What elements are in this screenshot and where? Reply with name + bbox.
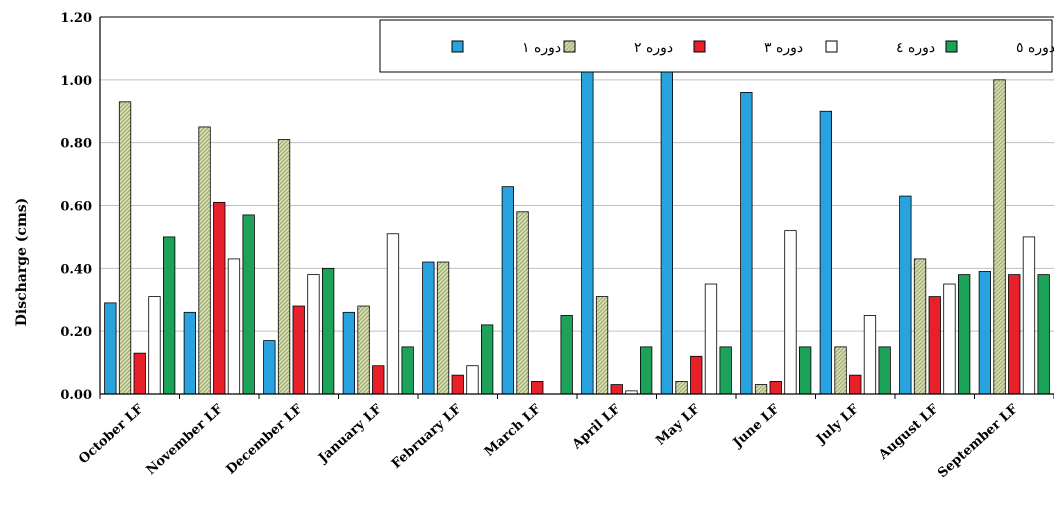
bar-series-3-cat-7 (610, 384, 623, 395)
legend-box (379, 19, 1053, 73)
bar-series-2-cat-3 (277, 139, 291, 395)
bar-series-5-cat-10 (878, 346, 891, 395)
bar-series-3-cat-11 (928, 296, 941, 395)
bar-series-3-cat-2 (213, 201, 226, 395)
x-category-label: January LF (315, 401, 385, 466)
legend-swatch-4 (825, 40, 838, 53)
legend-label-4: دوره ٤ (896, 40, 935, 56)
bar-series-1-cat-4 (342, 311, 356, 395)
bar-series-3-cat-8 (690, 355, 703, 395)
x-category-label: July LF (813, 401, 862, 447)
bar-series-2-cat-6 (516, 211, 529, 395)
bar-series-4-cat-12 (1022, 236, 1036, 395)
bar-series-4-cat-8 (704, 283, 718, 395)
x-category-label: August LF (875, 401, 942, 463)
bar-series-2-cat-2 (198, 126, 211, 395)
bar-series-3-cat-12 (1008, 274, 1021, 395)
y-tick-label: 0.20 (60, 325, 92, 340)
gridlines (100, 79, 1054, 332)
bar-series-1-cat-8 (660, 66, 673, 395)
x-category-label: April LF (569, 401, 624, 453)
x-category-label: March LF (482, 401, 545, 459)
x-category-label: February LF (389, 401, 465, 471)
bar-series-4-cat-11 (943, 283, 956, 395)
bar-series-4-cat-2 (227, 258, 241, 395)
bar-series-1-cat-5 (422, 261, 435, 395)
bar-series-4-cat-9 (784, 230, 797, 395)
x-category-label: November LF (144, 401, 227, 478)
bar-series-2-cat-8 (675, 381, 688, 395)
bar-series-5-cat-6 (560, 315, 573, 395)
bar-series-3-cat-3 (292, 305, 305, 395)
bar-series-2-cat-5 (436, 261, 450, 395)
y-tick-label: 1.00 (60, 74, 92, 89)
x-category-label: May LF (653, 401, 703, 448)
bar-series-1-cat-2 (183, 311, 197, 395)
bars (104, 66, 1050, 395)
bar-series-3-cat-5 (451, 374, 464, 395)
x-category-label: October LF (76, 401, 147, 467)
x-category-label: June LF (730, 401, 783, 451)
bar-series-2-cat-12 (993, 79, 1006, 395)
bar-series-2-cat-1 (118, 101, 132, 395)
y-tick-label: 0.00 (60, 388, 92, 403)
x-category-label: December LF (224, 401, 306, 477)
y-tick-label: 0.60 (60, 200, 92, 215)
bar-series-5-cat-2 (242, 214, 255, 395)
bar-series-1-cat-9 (740, 92, 753, 395)
bar-series-2-cat-4 (357, 305, 370, 395)
bar-series-4-cat-5 (466, 365, 479, 395)
bar-series-1-cat-1 (104, 302, 117, 395)
y-axis-title: Discharge (cms) (14, 198, 30, 327)
bar-series-2-cat-7 (595, 296, 609, 395)
bar-series-4-cat-4 (386, 233, 400, 395)
y-tick-label: 0.80 (60, 137, 92, 152)
bar-series-5-cat-4 (401, 346, 414, 395)
legend-swatch-5 (945, 40, 958, 53)
legend-swatch-1 (451, 40, 464, 53)
bar-series-3-cat-4 (372, 365, 385, 395)
bar-series-1-cat-10 (819, 110, 832, 395)
bar-series-5-cat-8 (719, 346, 732, 395)
bar-series-3-cat-1 (133, 352, 146, 395)
legend-swatch-2 (563, 40, 576, 53)
bar-series-1-cat-7 (581, 70, 594, 395)
bar-series-5-cat-5 (480, 324, 494, 395)
x-category-label: September LF (935, 401, 1021, 481)
bar-series-1-cat-6 (501, 186, 515, 395)
y-tick-labels: 0.00 0.20 0.40 0.60 0.80 1.00 1.20 (60, 11, 92, 403)
bar-series-5-cat-3 (321, 267, 335, 395)
bar-series-1-cat-12 (978, 271, 991, 395)
bar-series-3-cat-10 (849, 374, 862, 395)
bar-series-4-cat-1 (148, 296, 161, 395)
legend-label-5: دوره ٥ (1016, 40, 1054, 56)
bar-series-2-cat-9 (754, 384, 768, 395)
bar-series-5-cat-7 (640, 346, 653, 395)
legend-label-3: دوره ۳ (764, 40, 803, 56)
bar-series-4-cat-10 (863, 315, 877, 395)
legend: دوره ۱ دوره ۲ دوره ۳ دوره ٤ دوره ٥ (379, 19, 1054, 73)
y-tick-label: 0.40 (60, 262, 92, 277)
bar-series-5-cat-1 (162, 236, 176, 395)
legend-swatch-3 (693, 40, 706, 53)
bar-series-4-cat-3 (307, 274, 320, 395)
bar-series-5-cat-9 (799, 346, 812, 395)
axes (99, 16, 1054, 399)
bar-series-3-cat-9 (769, 381, 782, 395)
bar-series-5-cat-12 (1037, 274, 1050, 395)
bar-series-2-cat-10 (834, 346, 847, 395)
bar-series-1-cat-11 (899, 195, 912, 395)
y-tick-label: 1.20 (60, 11, 92, 26)
bar-series-2-cat-11 (913, 258, 927, 395)
bar-series-1-cat-3 (263, 340, 276, 395)
legend-label-2: دوره ۲ (634, 40, 673, 56)
bar-series-5-cat-11 (958, 274, 971, 395)
legend-label-1: دوره ۱ (522, 40, 561, 56)
bar-series-3-cat-6 (531, 381, 544, 395)
